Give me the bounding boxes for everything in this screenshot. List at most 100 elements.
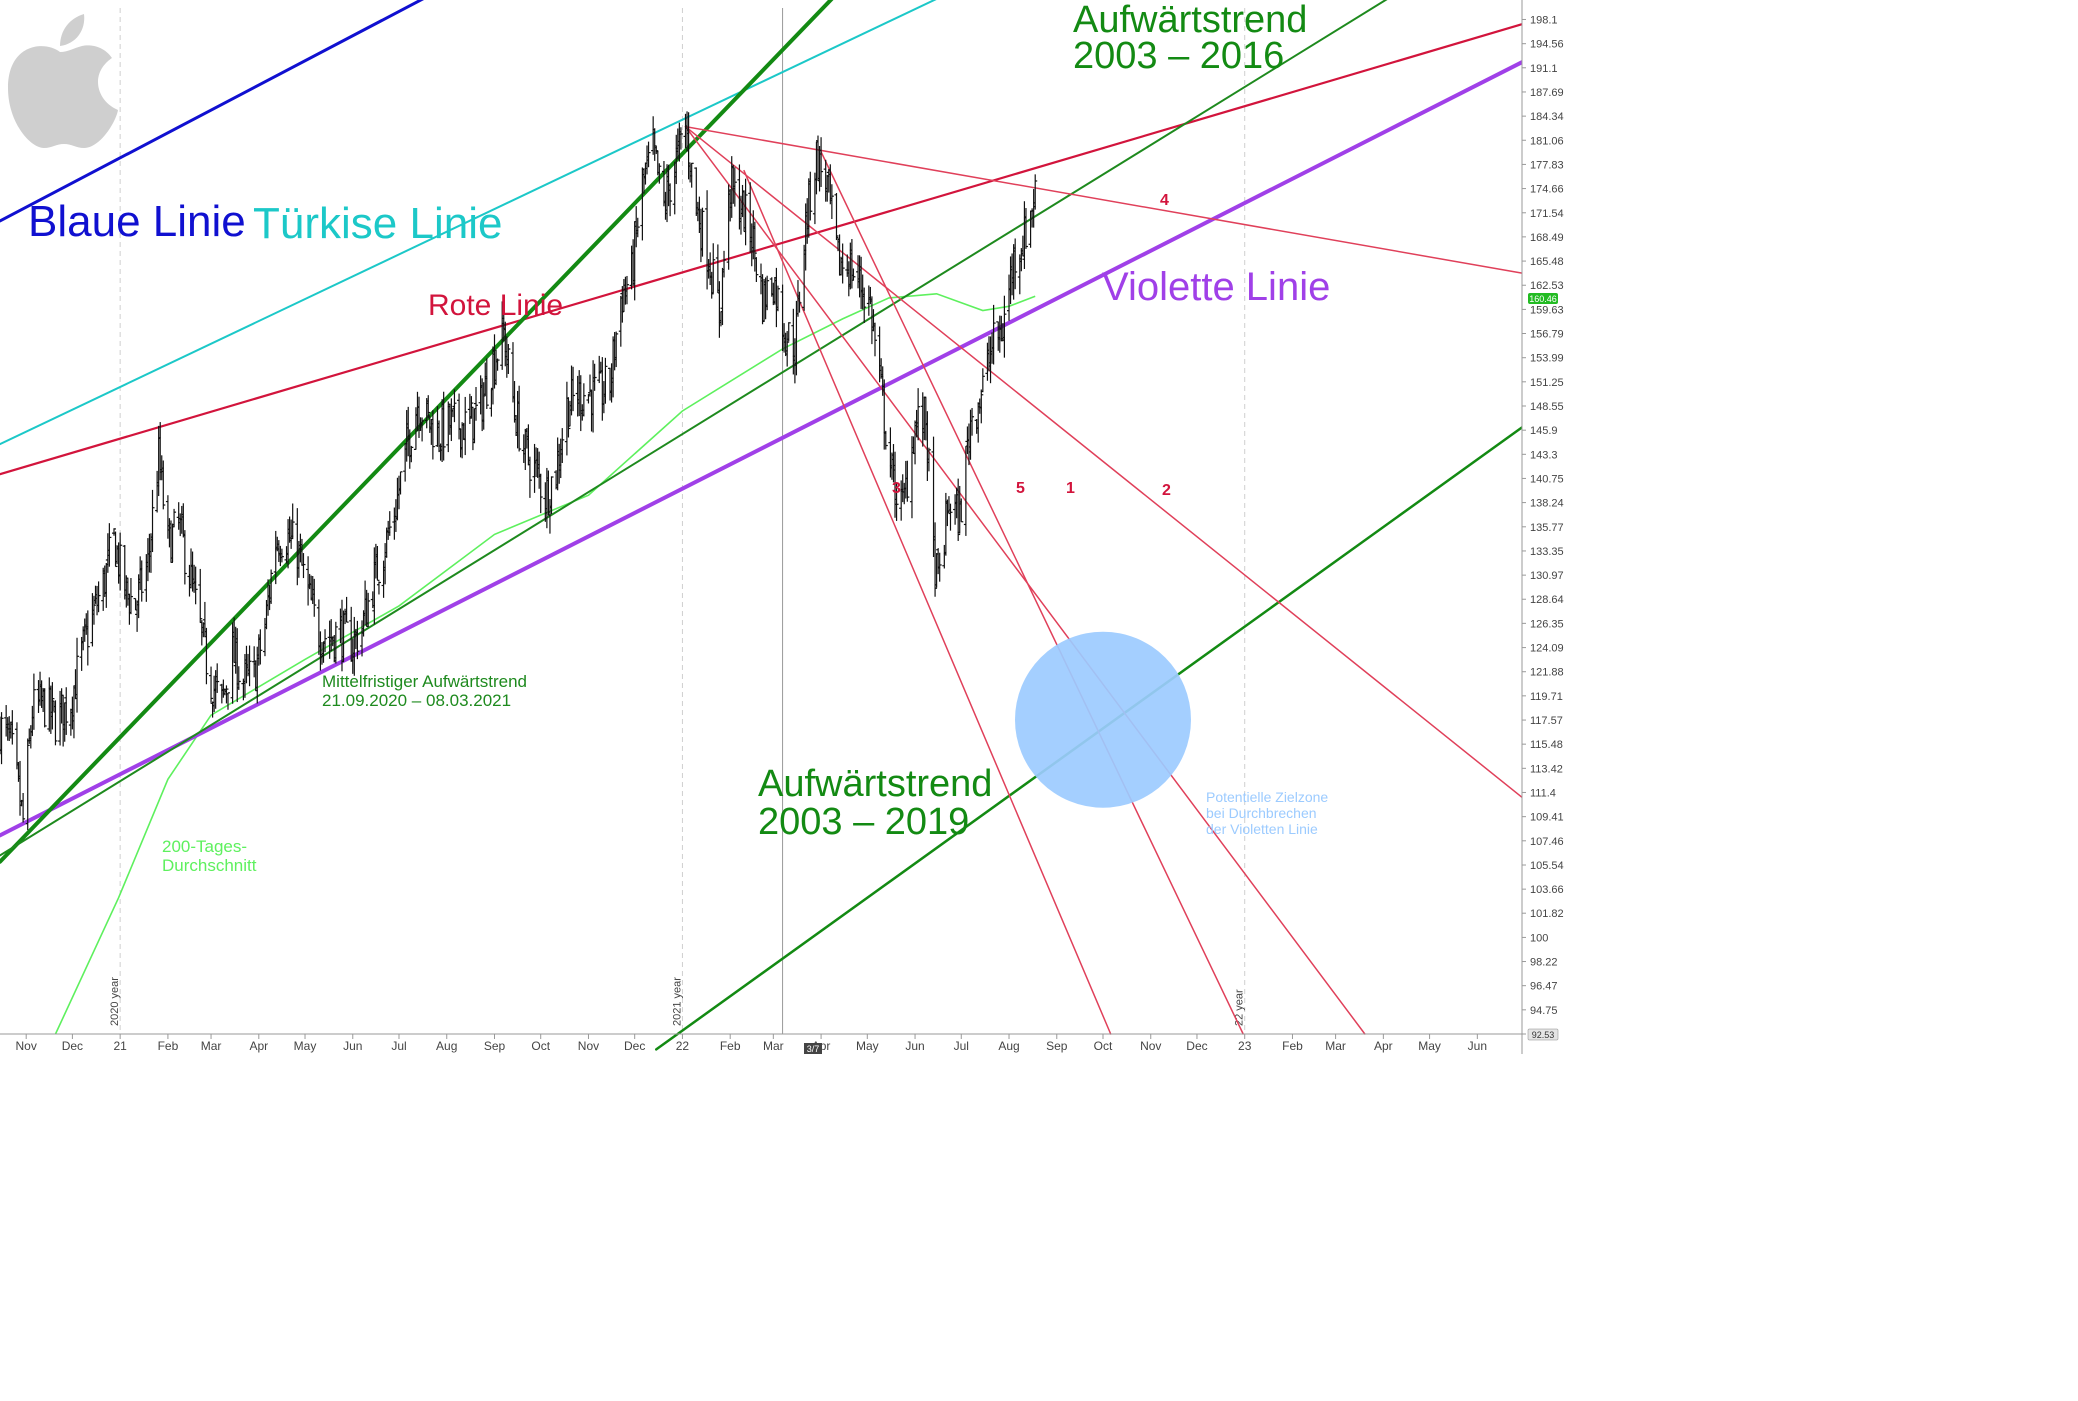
y-tick-label: 151.25	[1530, 377, 1564, 389]
x-tick-label: 23	[1238, 1039, 1252, 1053]
trendline	[0, 0, 1388, 857]
price-bar	[883, 430, 888, 450]
price-bar	[743, 178, 748, 246]
apple-logo	[8, 14, 118, 149]
y-tick-label: 143.3	[1530, 449, 1558, 461]
price-bar	[193, 566, 198, 605]
price-bars-layer	[0, 111, 1038, 831]
price-bar	[754, 257, 759, 282]
price-bar	[1033, 174, 1038, 210]
price-bar	[1023, 208, 1028, 249]
price-bar	[463, 396, 468, 456]
price-bar	[686, 112, 691, 180]
bottom-price-label: 92.53	[1532, 1030, 1555, 1040]
price-bar	[991, 304, 996, 365]
label-mittelfristig-line2: 21.09.2020 – 08.03.2021	[322, 691, 511, 710]
y-tick-label: 162.53	[1530, 280, 1564, 292]
price-bar	[31, 673, 36, 730]
trendline	[684, 125, 1366, 1035]
price-bar	[225, 692, 230, 710]
x-tick-label: May	[856, 1039, 879, 1053]
x-tick-label: Jul	[954, 1039, 969, 1053]
x-axis: Nov Dec 21 Feb Mar Apr May Jun Jul Aug Sep Oct Nov De…	[0, 1033, 1522, 1053]
current-price-label: 160.46	[1529, 294, 1557, 304]
label-line-5: 5	[1016, 480, 1025, 497]
y-tick-label: 165.48	[1530, 256, 1564, 268]
ma200-line	[54, 292, 1036, 1035]
x-tick-label: 21	[113, 1039, 127, 1053]
x-tick-label: Aug	[436, 1039, 457, 1053]
price-bar	[834, 193, 839, 241]
y-tick-label: 191.1	[1530, 63, 1558, 75]
price-bar	[204, 627, 209, 685]
label-line-3: 3	[892, 480, 901, 497]
price-bar	[25, 738, 30, 831]
label-line-4: 4	[1160, 192, 1169, 209]
y-tick-label: 98.22	[1530, 957, 1558, 969]
x-tick-label: Nov	[1140, 1039, 1161, 1053]
y-tick-label: 113.42	[1530, 763, 1563, 775]
price-bar	[21, 792, 26, 823]
trendline	[0, 0, 425, 223]
price-bar	[948, 503, 953, 531]
price-bar	[786, 322, 791, 342]
price-bar	[290, 503, 295, 540]
apple-logo-leaf	[60, 14, 85, 46]
price-bar	[198, 568, 203, 623]
price-bar	[581, 383, 586, 417]
x-tick-label: Dec	[62, 1039, 83, 1053]
y-tick-label: 138.24	[1530, 498, 1564, 510]
target-zone-layer	[1014, 631, 1191, 808]
year-marker-label: 2020 year	[109, 977, 121, 1026]
price-bar	[668, 183, 673, 217]
price-bar	[344, 596, 349, 623]
x-tick-label: Feb	[158, 1039, 179, 1053]
price-bar	[258, 629, 263, 665]
label-mittelfristig-line1: Mittelfristiger Aufwärtstrend	[322, 672, 527, 691]
x-tick-label: Dec	[1186, 1039, 1207, 1053]
x-tick-label: Jun	[343, 1039, 362, 1053]
price-bar	[85, 610, 90, 666]
label-zielzone-line3: der Violetten Linie	[1206, 821, 1318, 837]
y-tick-label: 107.46	[1530, 836, 1564, 848]
price-bar	[829, 184, 834, 220]
price-bar	[588, 374, 593, 397]
price-bar	[113, 531, 118, 568]
x-tick-label: Feb	[720, 1039, 741, 1053]
price-bar	[808, 171, 813, 221]
price-bar	[775, 285, 780, 312]
price-bar	[549, 476, 554, 515]
price-bar	[247, 645, 252, 687]
price-bar	[118, 532, 123, 591]
ma200-layer	[54, 292, 1036, 1035]
price-bar	[614, 331, 619, 368]
label-rote-linie: Rote Linie	[428, 289, 563, 322]
y-tick-label: 130.97	[1530, 570, 1564, 582]
price-bar	[872, 322, 877, 357]
price-bar	[709, 271, 714, 299]
label-aufwaertstrend-2019-line1: Aufwärtstrend	[758, 763, 992, 805]
price-bar	[560, 428, 565, 464]
price-bar	[916, 388, 921, 441]
price-bar	[571, 366, 576, 412]
trendlines-layer	[0, 0, 1524, 1051]
y-tick-label: 128.64	[1530, 594, 1564, 606]
price-bar	[301, 553, 306, 579]
y-tick-label: 101.82	[1530, 908, 1564, 920]
price-bar	[279, 548, 284, 563]
price-bar	[64, 687, 69, 735]
y-axis-background	[1522, 0, 2078, 1401]
price-bar	[398, 471, 403, 495]
price-bar	[387, 511, 392, 536]
price-bar	[53, 700, 58, 746]
price-bar	[970, 407, 975, 436]
label-ma200-line2: Durchschnitt	[162, 856, 257, 875]
crosshair-date-label: 3/7	[807, 1044, 820, 1054]
crosshair-date-badge	[804, 1043, 822, 1054]
x-tick-label: Nov	[578, 1039, 599, 1053]
price-bar	[711, 243, 716, 294]
price-bar	[819, 137, 824, 187]
price-bar	[979, 389, 984, 424]
